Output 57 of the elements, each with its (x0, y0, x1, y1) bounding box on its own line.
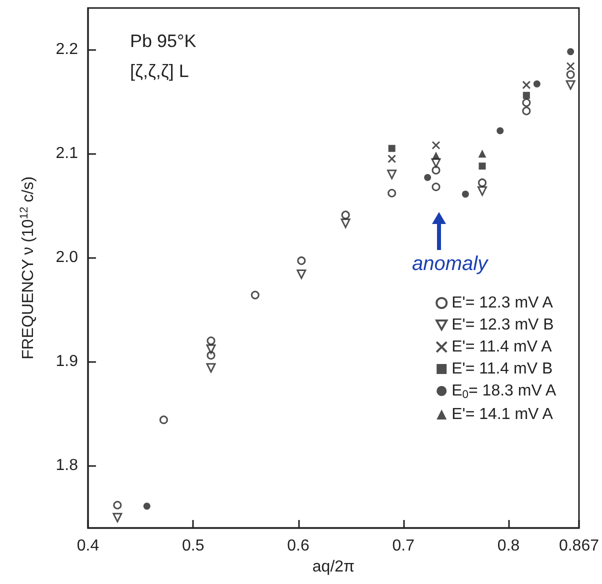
point (296, 269, 306, 279)
point (432, 141, 440, 150)
point (143, 502, 150, 510)
y-tick-label: 2.0 (56, 249, 78, 266)
point (206, 344, 216, 354)
point (496, 127, 504, 134)
legend-label: E'= 12.3 mV A (452, 294, 554, 312)
point (478, 178, 487, 187)
annotation: Pb 95°K (130, 31, 196, 51)
point (522, 98, 531, 107)
y-tick-label: 2.2 (56, 41, 78, 58)
point (522, 80, 531, 90)
point (533, 80, 540, 88)
x-tick-label: 0.7 (392, 538, 415, 554)
legend-label: E'= 12.3 mV B (452, 316, 554, 334)
point (432, 166, 440, 174)
point (566, 80, 576, 90)
point (432, 182, 440, 192)
point (341, 210, 350, 220)
point (522, 106, 531, 116)
point (566, 70, 575, 79)
point (113, 500, 122, 510)
y-tick-label: 2.1 (56, 145, 78, 162)
point (478, 162, 486, 170)
point (388, 144, 396, 152)
legend-label: E'= 11.4 mV A (452, 338, 552, 356)
point (206, 363, 216, 373)
y-tick-label: 1.8 (56, 457, 78, 474)
x-tick-label: 0.5 (182, 538, 204, 554)
point (387, 170, 397, 180)
point (566, 62, 575, 70)
annotation: [ζ,ζ,ζ] L (130, 61, 189, 81)
point (567, 48, 574, 56)
x-tick-label: 0.8 (497, 538, 520, 554)
point (340, 218, 350, 228)
x-tick-label: 0.4 (76, 538, 100, 554)
point (432, 152, 440, 160)
annotation: anomaly (412, 253, 489, 275)
point (424, 174, 432, 182)
point (522, 92, 530, 99)
y-tick-label: 1.9 (56, 353, 78, 370)
point (159, 416, 168, 424)
point (112, 512, 122, 522)
legend-label: E'= 14.1 mV A (452, 406, 554, 423)
point (462, 190, 469, 198)
point (478, 150, 486, 158)
y-axis-title: FREQUENCY ν (1012 c/s) (18, 176, 37, 360)
point (388, 188, 396, 198)
x-axis-title: aq/2π (312, 558, 355, 576)
point (297, 256, 306, 265)
legend-label: E'= 11.4 mV B (452, 360, 553, 378)
point (250, 290, 260, 300)
point (388, 154, 396, 164)
point (478, 186, 488, 196)
point (206, 336, 216, 346)
x-tick-label: 0.6 (287, 538, 310, 554)
x-tick-label: 0.867 (558, 538, 600, 554)
